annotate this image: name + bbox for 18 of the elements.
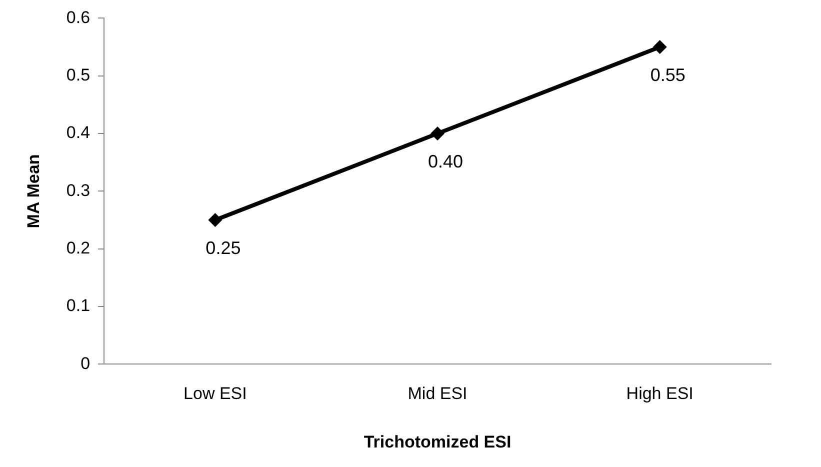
- y-tick-label: 0.3: [66, 180, 90, 200]
- y-tick-label: 0.5: [66, 66, 90, 85]
- x-tick-label: High ESI: [626, 384, 694, 404]
- x-tick-label: Low ESI: [184, 384, 247, 404]
- y-axis-title: MA Mean: [24, 154, 43, 228]
- point: [652, 40, 667, 54]
- y-tick-label: 0.2: [66, 238, 90, 258]
- y-tick-label: 0.4: [66, 123, 90, 142]
- data-label: 0.55: [650, 65, 686, 85]
- y-tick-label: 0.6: [66, 8, 90, 27]
- data-label: 0.40: [428, 152, 464, 172]
- y-tick-label: 0.1: [66, 296, 90, 316]
- point: [430, 126, 445, 141]
- point: [208, 213, 222, 228]
- data-label: 0.25: [206, 238, 241, 258]
- x-tick-label: Mid ESI: [408, 384, 468, 404]
- y-tick-label: 0: [80, 354, 90, 373]
- x-axis-title: Trichotomized ESI: [364, 432, 512, 452]
